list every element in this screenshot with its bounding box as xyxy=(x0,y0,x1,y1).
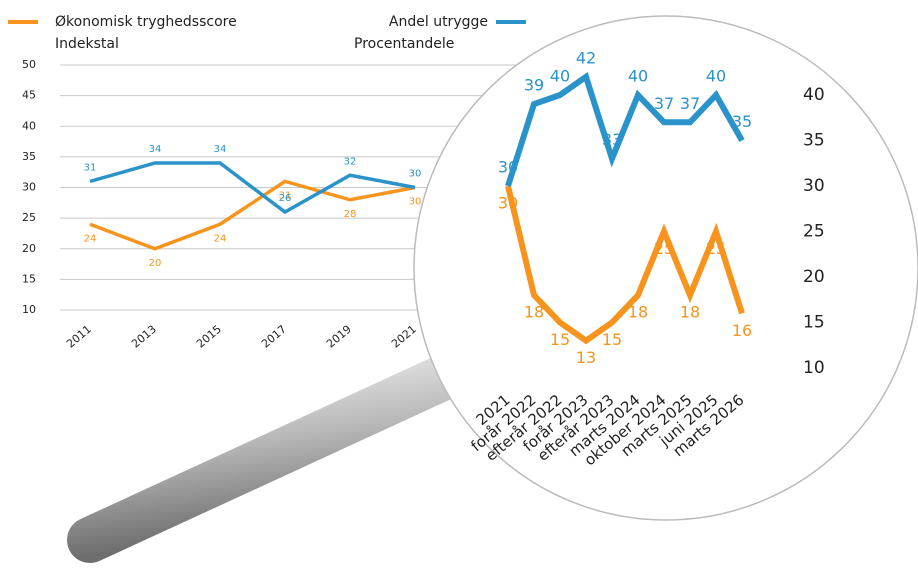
y-tick-label: 45 xyxy=(22,89,36,102)
data-label: 37 xyxy=(680,94,700,113)
series-line xyxy=(89,161,416,215)
legend-label: Økonomisk tryghedsscore xyxy=(55,14,237,30)
x-tick-label: 2013 xyxy=(129,323,159,351)
data-label: 33 xyxy=(602,130,622,149)
data-label: 18 xyxy=(680,303,700,322)
data-label: 42 xyxy=(576,48,596,67)
x-tick-label: 2021 xyxy=(389,323,419,351)
data-label: 35 xyxy=(732,112,752,131)
data-label: 28 xyxy=(344,209,357,220)
data-label: 34 xyxy=(149,144,162,155)
y-tick-label: 15 xyxy=(803,313,825,333)
y-tick-label: 30 xyxy=(22,181,36,194)
series-line xyxy=(505,72,745,187)
legend-unit: Procentandele xyxy=(354,36,454,52)
data-label: 26 xyxy=(279,193,292,204)
data-label: 39 xyxy=(524,76,544,95)
data-label: 40 xyxy=(706,67,726,86)
x-tick-label: 2017 xyxy=(259,323,289,351)
data-label: 18 xyxy=(628,303,648,322)
x-tick-label: 2015 xyxy=(194,323,224,351)
magnifier-lens xyxy=(413,15,918,521)
x-tick-label: 2011 xyxy=(64,323,94,351)
data-label: 25 xyxy=(706,239,726,258)
y-tick-label: 15 xyxy=(22,272,36,285)
data-label: 31 xyxy=(84,162,97,173)
data-label: 37 xyxy=(654,94,674,113)
data-label: 32 xyxy=(344,156,357,167)
data-label: 24 xyxy=(84,233,97,244)
data-label: 13 xyxy=(576,348,596,367)
data-label: 25 xyxy=(654,239,674,258)
data-label: 30 xyxy=(498,194,518,213)
series-line xyxy=(89,179,416,251)
data-label: 16 xyxy=(732,321,752,340)
data-label: 15 xyxy=(602,330,622,349)
data-label: 18 xyxy=(524,303,544,322)
data-label: 30 xyxy=(409,169,422,180)
x-tick-label: 2019 xyxy=(324,323,354,351)
data-label: 30 xyxy=(409,197,422,208)
y-tick-label: 25 xyxy=(803,222,825,242)
magnifier-handle xyxy=(67,349,478,563)
y-tick-label: 30 xyxy=(803,176,825,196)
y-tick-label: 50 xyxy=(22,58,36,71)
y-tick-label: 20 xyxy=(803,267,825,287)
y-tick-label: 25 xyxy=(22,211,36,224)
data-label: 40 xyxy=(550,67,570,86)
data-label: 40 xyxy=(628,67,648,86)
data-label: 24 xyxy=(214,233,227,244)
y-tick-label: 35 xyxy=(22,150,36,163)
data-label: 30 xyxy=(498,158,518,177)
data-label: 15 xyxy=(550,330,570,349)
legend-unit: Indekstal xyxy=(55,36,119,52)
series-line xyxy=(505,185,745,345)
y-tick-label: 40 xyxy=(803,85,825,105)
y-tick-label: 40 xyxy=(22,119,36,132)
data-label: 34 xyxy=(214,144,227,155)
y-tick-label: 10 xyxy=(803,358,825,378)
data-label: 31 xyxy=(279,190,292,201)
y-tick-label: 10 xyxy=(22,303,36,316)
data-label: 20 xyxy=(149,258,162,269)
legend-label: Andel utrygge xyxy=(389,14,488,30)
y-tick-label: 35 xyxy=(803,131,825,151)
legend: Økonomisk tryghedsscore Indekstal Andel ut… xyxy=(8,14,526,52)
y-tick-label: 20 xyxy=(22,242,36,255)
